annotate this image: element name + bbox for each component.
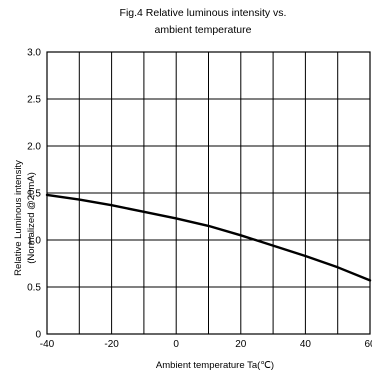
series [45, 193, 372, 282]
chart-title-line-2: ambient temperature [155, 24, 252, 36]
y-tick-label: 3.0 [27, 48, 41, 59]
x-tick-label: 0 [173, 339, 179, 350]
y-tick-label: 0.5 [27, 283, 41, 294]
x-tick-label: 20 [235, 339, 247, 350]
y-tick-label: 2.0 [27, 142, 41, 153]
grid [46, 51, 371, 335]
series-line [45, 193, 372, 282]
x-tick-label: -40 [40, 339, 55, 350]
x-tick-label: -20 [104, 339, 119, 350]
chart-title-line-1: Fig.4 Relative luminous intensity vs. [120, 7, 287, 19]
x-tick-label: 40 [300, 339, 312, 350]
y-axis-label-line-2: (Normalized @20mA) [26, 172, 37, 263]
tick-labels: -40 -20 0 20 40 60 0 0.5 1.0 1.5 2.0 2.5 3.0 [27, 48, 372, 351]
y-tick-label: 1.0 [27, 236, 41, 247]
y-tick-label: 0 [35, 330, 41, 341]
y-axis-label: Relative Luminous intensity (Normalized … [13, 160, 37, 276]
x-tick-label: 60 [364, 339, 372, 350]
y-axis-label-line-1: Relative Luminous intensity [13, 160, 24, 276]
y-tick-label: 1.5 [27, 189, 41, 200]
y-tick-label: 2.5 [27, 95, 41, 106]
x-axis-label: Ambient temperature Ta(℃) [156, 360, 274, 371]
